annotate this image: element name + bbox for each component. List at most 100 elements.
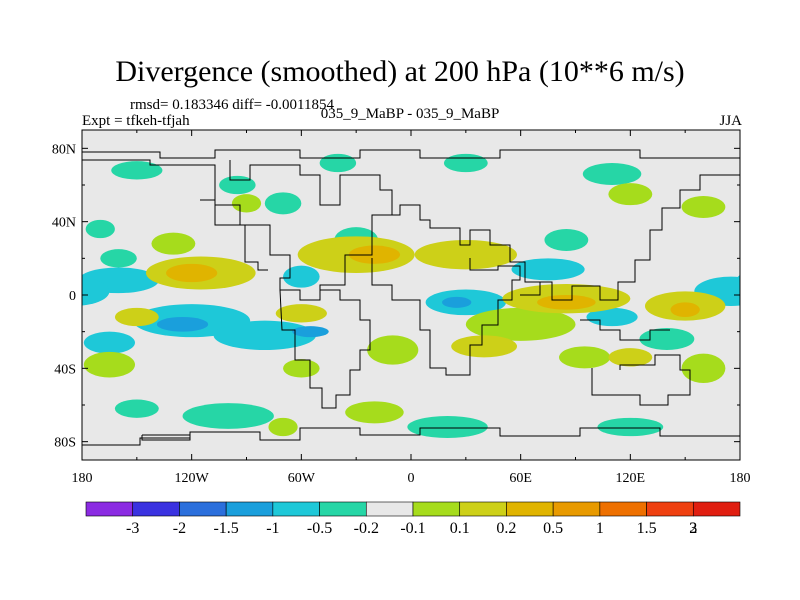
colorbar-label: -3	[126, 520, 139, 537]
field-blob	[443, 153, 488, 173]
field-blob	[182, 403, 274, 429]
colorbar-box	[459, 501, 507, 517]
field-blob	[465, 307, 576, 341]
colorbar-box	[646, 501, 694, 517]
field-blob	[736, 274, 740, 286]
x-tick-label: 180	[730, 471, 751, 486]
colorbar-box	[132, 501, 180, 517]
field-blob	[231, 194, 262, 213]
x-tick-label: 60E	[509, 471, 532, 486]
experiment-label: Expt = tfkeh-tfjah	[82, 113, 190, 129]
field-blob	[319, 153, 357, 173]
field-blob	[151, 232, 196, 255]
colorbar-box	[179, 501, 227, 517]
field-blob	[597, 417, 664, 437]
colorbar-label: 0.2	[496, 520, 516, 537]
field-blob	[586, 307, 638, 327]
plot-background	[82, 130, 740, 460]
y-tick-label: 0	[69, 289, 76, 304]
field-blob	[608, 183, 653, 206]
colorbar-label: -0.1	[400, 520, 425, 537]
x-tick-label: 0	[408, 471, 415, 486]
colorbar-box	[692, 501, 741, 517]
colorbar-box	[85, 501, 134, 517]
colorbar-box	[319, 501, 367, 517]
coastline-segment	[540, 174, 740, 301]
field-blob	[367, 335, 419, 365]
colorbar-box	[225, 501, 274, 517]
colorbar-label: -2	[173, 520, 186, 537]
colorbar-label: -0.2	[354, 520, 379, 537]
field-blob	[83, 331, 136, 354]
coastline-segment	[82, 149, 740, 159]
field-layer	[82, 153, 740, 438]
field-blob	[559, 346, 611, 369]
field-blob	[82, 277, 110, 306]
colorbar-label: -1.5	[213, 520, 238, 537]
rmsd-label: rmsd= 0.183346 diff= -0.0011854	[130, 97, 334, 113]
field-blob	[681, 196, 726, 218]
colorbar-label: 3	[689, 520, 697, 537]
x-tick-label: 120E	[616, 471, 646, 486]
field-blob	[639, 328, 695, 350]
field-blob	[544, 229, 589, 251]
x-tick-label: 60W	[288, 471, 316, 486]
field-blob	[451, 335, 518, 358]
field-blob	[283, 265, 320, 288]
x-tick-label: 120W	[175, 471, 210, 486]
coastline-segment	[141, 434, 191, 441]
colorbar-label: 1	[596, 520, 604, 537]
field-blob	[264, 192, 302, 215]
coastline-segment	[392, 204, 498, 246]
field-blob	[85, 219, 115, 239]
colorbar-label: -1	[266, 520, 279, 537]
field-blob	[292, 326, 329, 338]
x-tick-label: 180	[72, 471, 93, 486]
field-blob	[681, 353, 726, 384]
field-blob	[407, 416, 488, 438]
field-blob	[608, 348, 653, 367]
colorbar-label: 0.1	[450, 520, 470, 537]
colorbar-box	[272, 501, 320, 517]
field-blob	[582, 163, 642, 185]
colorbar-label: -0.5	[307, 520, 332, 537]
colorbar-label: 1.5	[637, 520, 657, 537]
field-blob	[156, 317, 209, 332]
colorbar-box	[552, 501, 601, 517]
field-blob	[100, 249, 137, 268]
field-blob	[345, 401, 404, 424]
field-blob	[114, 399, 159, 418]
colorbar-box	[599, 501, 647, 517]
coastline-segment	[498, 244, 541, 296]
field-blob	[670, 302, 700, 317]
field-blob	[537, 295, 596, 310]
coastline-segment	[82, 159, 393, 301]
field-blob	[414, 240, 518, 270]
colorbar-box	[506, 501, 554, 517]
coastline-segment	[371, 258, 521, 376]
y-tick-label: 80N	[52, 142, 76, 157]
coastline-segment	[591, 354, 691, 406]
field-blob	[348, 245, 401, 264]
field-blob	[283, 359, 320, 378]
coastlines	[82, 149, 740, 446]
y-tick-label: 40S	[54, 362, 76, 377]
field-blob	[511, 258, 585, 281]
chart-title: Divergence (smoothed) at 200 hPa (10**6 …	[115, 55, 685, 88]
field-blob	[275, 304, 327, 323]
field-blob	[268, 417, 298, 437]
field-blob	[114, 307, 159, 327]
field-blob	[442, 296, 472, 308]
y-tick-label: 80S	[54, 436, 76, 451]
colorbar-box	[365, 501, 414, 517]
colorbar-label: 0.5	[543, 520, 563, 537]
field-blob	[83, 351, 136, 378]
coastline-segment	[580, 319, 670, 341]
case-label: 035_9_MaBP - 035_9_MaBP	[320, 106, 500, 122]
field-blob	[166, 263, 218, 283]
coastline-segment	[279, 289, 371, 409]
season-label: JJA	[719, 113, 742, 129]
field-blob	[213, 320, 316, 351]
colorbar-label: 2	[689, 520, 697, 537]
